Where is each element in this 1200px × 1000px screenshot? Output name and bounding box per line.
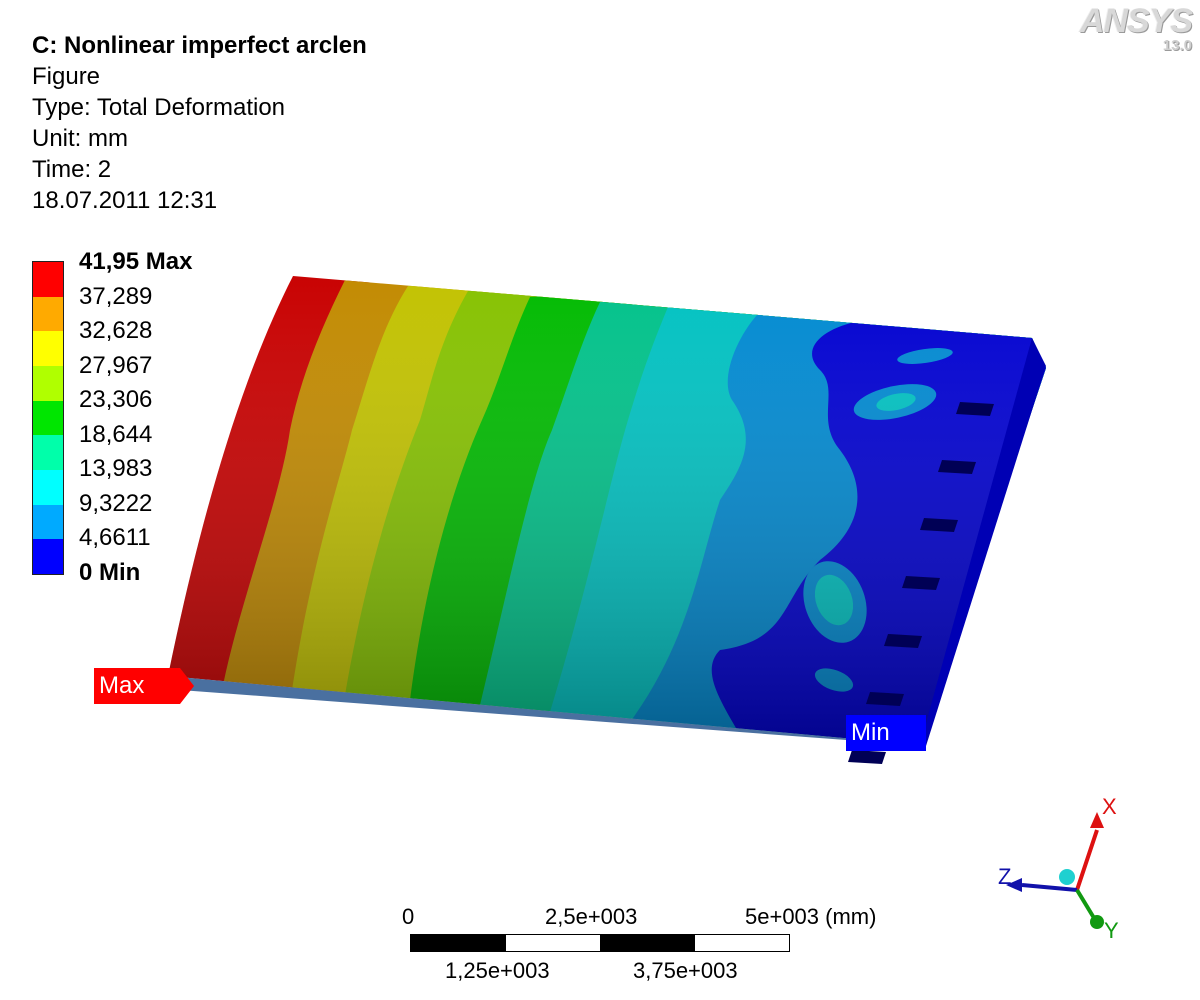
legend-label-0: 41,95 Max [79,248,193,275]
legend-swatch-4 [33,400,63,436]
logo-name: ANSYS [1079,2,1193,40]
legend-swatch-1 [33,296,63,332]
result-unit: Unit: mm [32,125,128,152]
edge-slot [866,692,904,706]
plate-front-edge [168,676,926,746]
legend-label-5: 18,644 [79,420,153,448]
min-probe-label: Min [851,719,890,746]
legend-swatch-3 [33,366,63,402]
legend-swatch-6 [33,470,63,506]
min-probe-pointer [912,715,926,751]
scale-seg-1 [411,935,506,951]
scale-label-2500: 2,5e+003 [545,904,638,929]
result-title: C: Nonlinear imperfect arclen [32,32,367,59]
legend-label-7: 9,3222 [79,489,153,517]
edge-slot [956,402,994,416]
triad-origin-sphere [1059,869,1075,885]
x-axis-arrow [1075,829,1099,891]
z-axis-arrow [1021,883,1078,892]
y-axis-arrowhead [1090,915,1104,929]
edge-slot [902,576,940,590]
result-type: Type: Total Deformation [32,94,286,121]
legend-label-1: 37,289 [79,282,153,310]
plate-shading [168,276,1046,745]
legend-label-4: 23,306 [79,386,153,413]
x-axis-label: X [1102,794,1117,819]
z-axis-label: Z [998,864,1011,889]
max-probe-label: Max [99,672,145,699]
plate-right-edge [920,338,1046,746]
edge-slot [938,460,976,474]
z-axis-arrowhead [1006,878,1022,892]
contour-legend-bar[interactable] [32,261,64,575]
y-axis-arrow [1075,888,1096,920]
scale-label-5000: 5e+003 (mm) [745,904,877,929]
legend-swatch-2 [33,331,63,367]
scale-seg-4 [694,935,789,951]
edge-slot [884,634,922,648]
edge-slot [848,750,886,764]
legend-swatch-7 [33,504,63,540]
legend-label-8: 4,6611 [79,524,151,551]
figure-label: Figure [32,63,101,90]
scale-seg-3 [600,935,695,951]
scale-bar [410,934,790,952]
result-timestamp: 18.07.2011 12:31 [32,187,218,214]
y-axis-label: Y [1104,918,1119,943]
scale-label-3750: 3,75e+003 [633,958,738,983]
legend-label-9: 0 Min [79,558,141,586]
result-time: Time: 2 [32,156,112,183]
legend-label-3: 27,967 [79,351,153,379]
x-axis-arrowhead [1090,812,1104,828]
coordinate-triad[interactable]: X Z Y [980,780,1130,950]
legend-label-2: 32,628 [79,317,153,344]
edge-slot [920,518,958,532]
legend-swatch-5 [33,435,63,471]
scale-label-1250: 1,25e+003 [445,958,550,983]
legend-swatch-0 [33,262,63,298]
legend-label-6: 13,983 [79,455,153,482]
ansys-logo: ANSYS 13.0 [1079,2,1193,54]
scale-label-0: 0 [402,904,415,929]
logo-version: 13.0 [1162,37,1192,54]
max-probe-tag[interactable]: Max [94,668,180,704]
plate-edge-slots [848,402,994,764]
scale-seg-2 [505,935,600,951]
max-probe-pointer [180,668,194,704]
legend-swatch-8 [33,539,63,575]
